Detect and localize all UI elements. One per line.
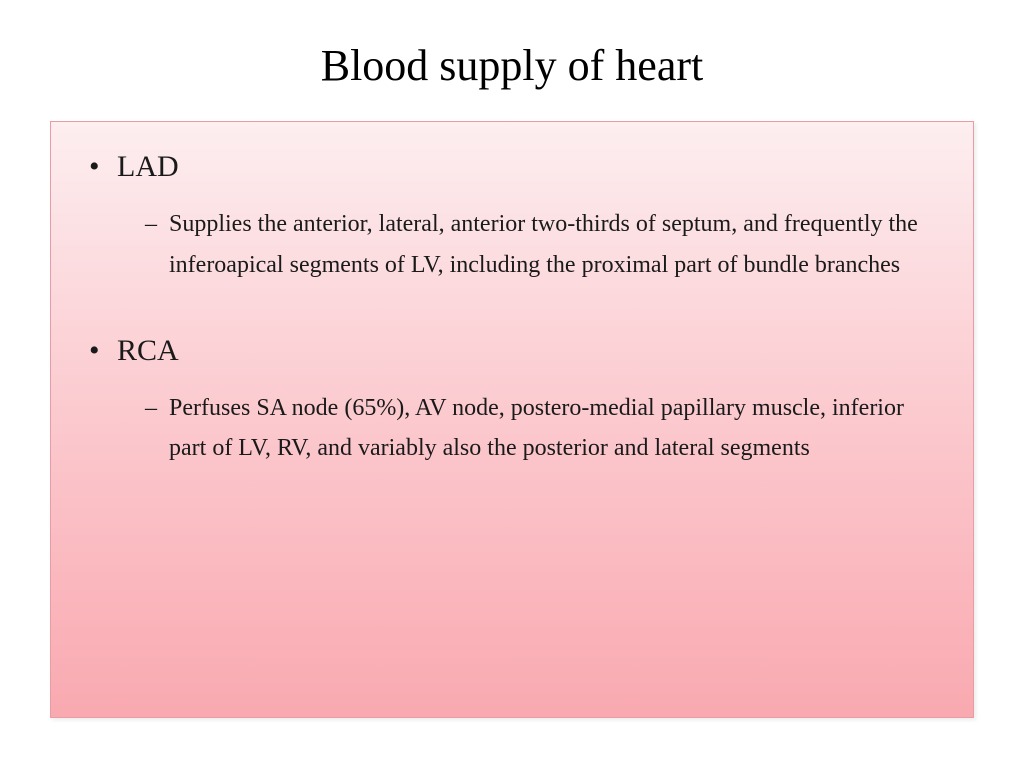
sub-list: Supplies the anterior, lateral, anterior… bbox=[89, 204, 943, 286]
slide-title: Blood supply of heart bbox=[50, 40, 974, 91]
slide-container: Blood supply of heart LAD Supplies the a… bbox=[0, 0, 1024, 768]
list-item: LAD Supplies the anterior, lateral, ante… bbox=[89, 150, 943, 286]
bullet-label: LAD bbox=[89, 150, 943, 184]
list-item: RCA Perfuses SA node (65%), AV node, pos… bbox=[89, 334, 943, 470]
bullet-label: RCA bbox=[89, 334, 943, 368]
bullet-list: LAD Supplies the anterior, lateral, ante… bbox=[89, 150, 943, 469]
sub-item: Perfuses SA node (65%), AV node, postero… bbox=[145, 388, 943, 470]
content-box: LAD Supplies the anterior, lateral, ante… bbox=[50, 121, 974, 718]
sub-list: Perfuses SA node (65%), AV node, postero… bbox=[89, 388, 943, 470]
sub-item: Supplies the anterior, lateral, anterior… bbox=[145, 204, 943, 286]
